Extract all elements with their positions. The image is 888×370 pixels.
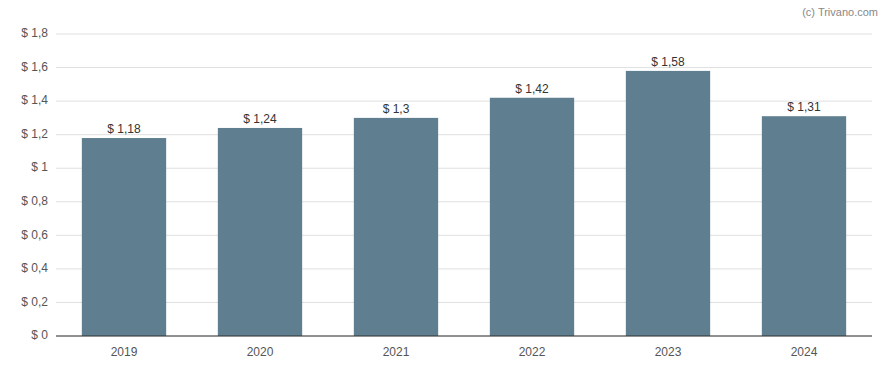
- grid-line: [56, 336, 872, 337]
- y-tick-label: $ 1,2: [21, 127, 48, 141]
- x-tick-label: 2024: [791, 345, 818, 359]
- x-tick-label: 2020: [247, 345, 274, 359]
- grid-line: [56, 168, 872, 169]
- x-tick-label: 2019: [111, 345, 138, 359]
- y-tick-label: $ 1: [31, 160, 48, 174]
- bar: [626, 71, 710, 336]
- x-tick-label: 2021: [383, 345, 410, 359]
- data-label: $ 1,3: [383, 102, 410, 116]
- grid-line: [56, 67, 872, 68]
- bar: [490, 98, 574, 336]
- bar: [82, 138, 166, 336]
- grid-line: [56, 268, 872, 269]
- bar: [762, 116, 846, 336]
- grid-line: [56, 235, 872, 236]
- x-axis-line: [56, 336, 872, 337]
- grid: [56, 34, 872, 336]
- y-tick-label: $ 0,2: [21, 295, 48, 309]
- bar: [354, 118, 438, 336]
- data-label: $ 1,58: [651, 55, 685, 69]
- y-tick-label: $ 1,6: [21, 60, 48, 74]
- data-label: $ 1,31: [787, 100, 821, 114]
- grid-line: [56, 201, 872, 202]
- y-tick-label: $ 0,4: [21, 261, 48, 275]
- x-tick-label: 2022: [519, 345, 546, 359]
- data-label: $ 1,42: [515, 82, 549, 96]
- chart-container: $ 0 $ 0,2 $ 0,4 $ 0,6 $ 0,8 $ 1 $ 1,2 $ 1,4 $ 1,…: [0, 0, 888, 370]
- grid-line: [56, 101, 872, 102]
- data-label: $ 1,24: [243, 112, 277, 126]
- chart-svg: $ 0 $ 0,2 $ 0,4 $ 0,6 $ 0,8 $ 1 $ 1,2 $ 1,4 $ 1,…: [0, 0, 888, 370]
- watermark: (c) Trivano.com: [802, 6, 878, 18]
- x-tick-label: 2023: [655, 345, 682, 359]
- y-tick-label: $ 1,8: [21, 26, 48, 40]
- grid-line: [56, 134, 872, 135]
- grid-line: [56, 34, 872, 35]
- y-tick-label: $ 1,4: [21, 93, 48, 107]
- bar: [218, 128, 302, 336]
- data-label: $ 1,18: [107, 122, 141, 136]
- y-tick-label: $ 0: [31, 328, 48, 342]
- y-tick-label: $ 0,8: [21, 194, 48, 208]
- y-tick-label: $ 0,6: [21, 228, 48, 242]
- bars: [82, 71, 846, 336]
- grid-line: [56, 302, 872, 303]
